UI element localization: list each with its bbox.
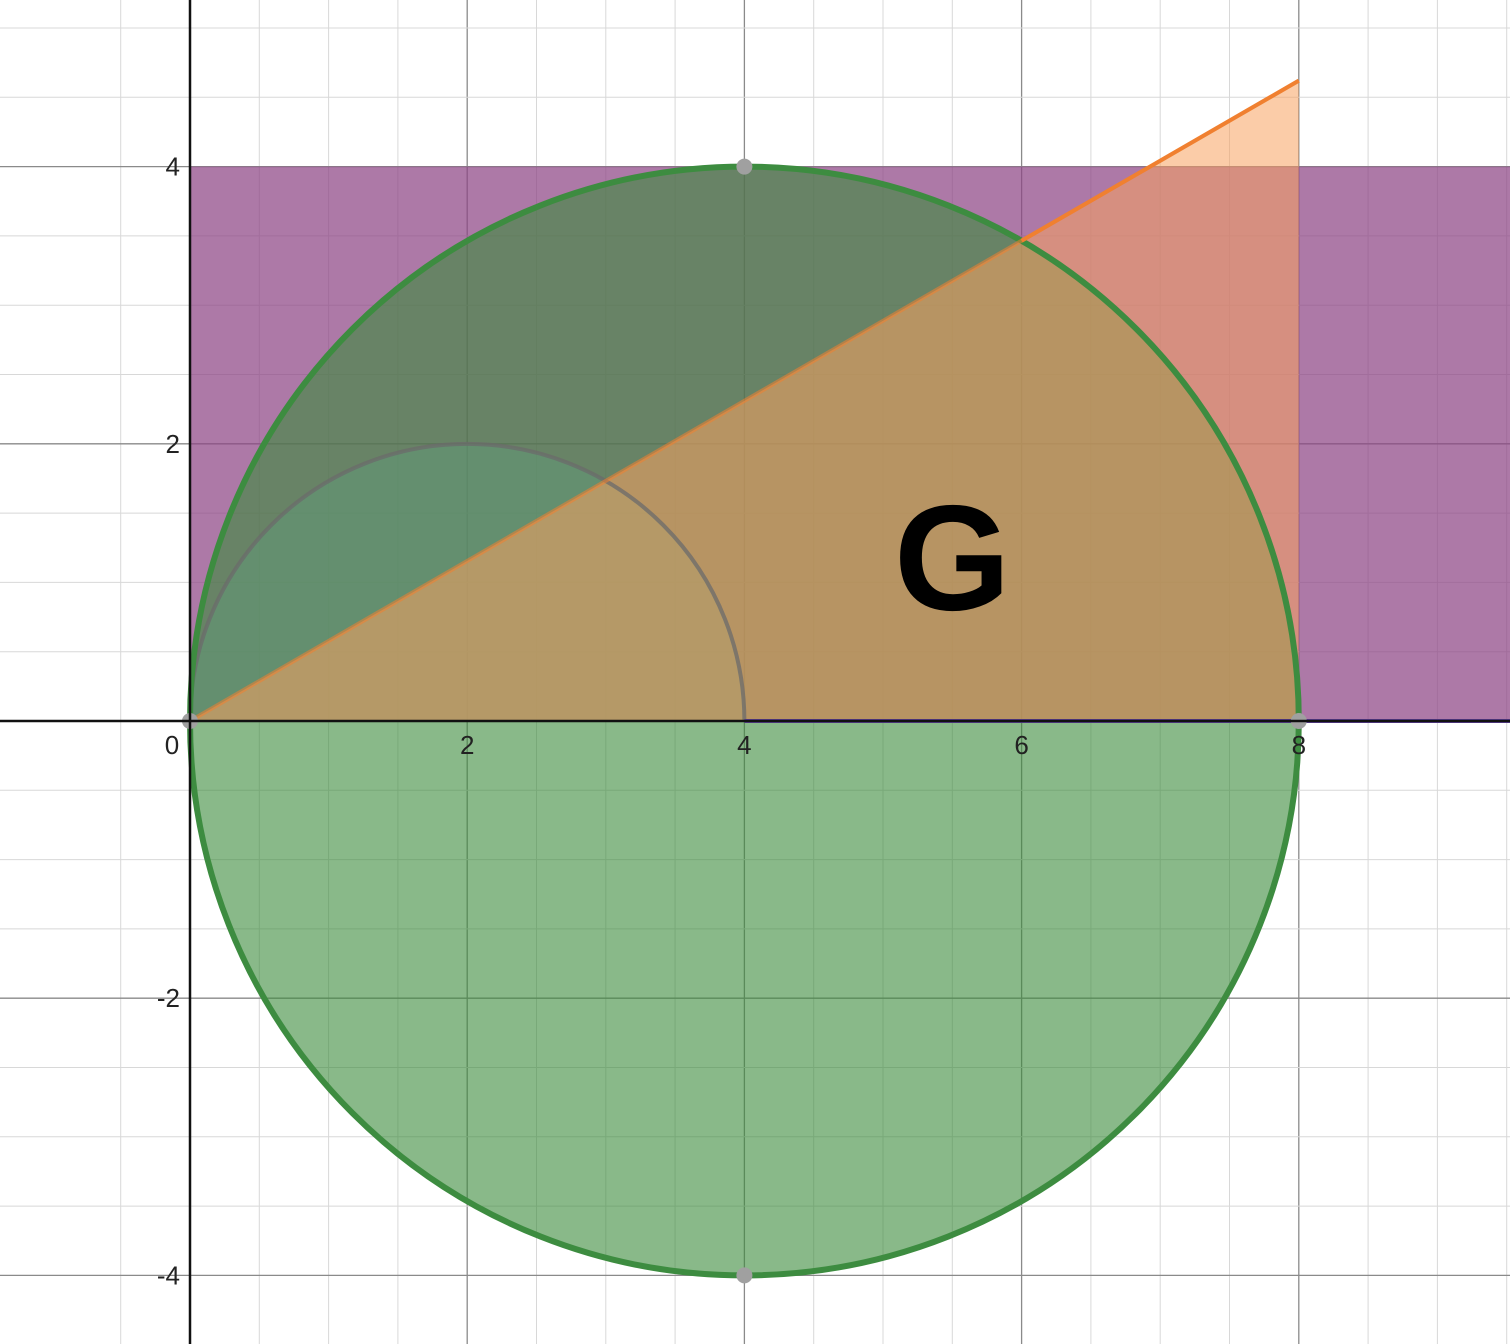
x-tick-label: 8 [1292,730,1306,760]
point-marker [736,1267,753,1284]
y-tick-label: -2 [157,983,180,1013]
point-marker [736,158,753,175]
orange-line-outer [1020,78,1300,243]
x-tick-label: 0 [165,730,179,760]
label-layer: 0 2 4 6 8 4 2 -2 -4 G [157,152,1306,1291]
small-semicircle-outline [188,441,747,722]
y-tick-label: -4 [157,1260,180,1290]
x-tick-label: 6 [1014,730,1028,760]
y-tick-label: 2 [166,429,180,459]
x-tick-label: 2 [460,730,474,760]
shape-layer [182,78,1510,1284]
y-tick-label: 4 [166,152,180,182]
region-label-g: G [894,474,1011,642]
x-tick-label: 4 [737,730,751,760]
